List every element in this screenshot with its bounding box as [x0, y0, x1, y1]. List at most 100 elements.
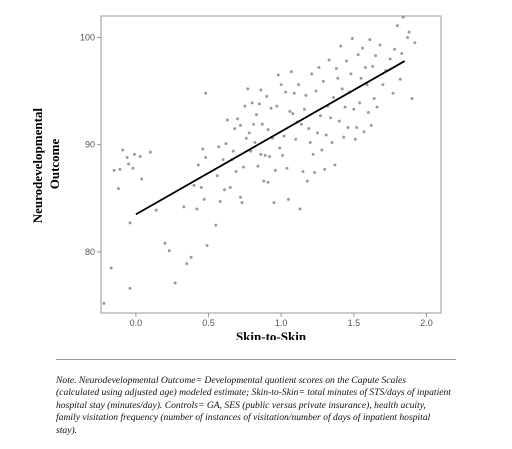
data-point [334, 67, 338, 71]
data-point [346, 126, 350, 130]
y-tick-label: 100 [80, 32, 95, 42]
data-point [276, 73, 280, 77]
data-point [265, 94, 269, 98]
data-point [273, 168, 277, 172]
data-point [343, 105, 347, 109]
data-point [238, 195, 242, 199]
data-point [225, 118, 229, 122]
data-point [311, 152, 315, 156]
data-points [102, 15, 417, 305]
x-tick-label: 0.0 [130, 318, 143, 328]
data-point [337, 119, 341, 123]
data-point [121, 148, 125, 152]
data-point [201, 147, 205, 151]
data-point [333, 163, 337, 167]
regression-line [135, 60, 406, 216]
data-point [300, 122, 304, 126]
data-point [289, 70, 293, 74]
data-point [401, 15, 405, 19]
data-point [297, 83, 301, 87]
data-point [366, 110, 370, 114]
data-point [127, 162, 131, 166]
data-point [140, 177, 144, 181]
data-point [350, 37, 354, 41]
data-point [112, 168, 116, 172]
data-point [315, 131, 319, 135]
data-point [254, 113, 258, 117]
data-point [215, 174, 219, 178]
data-point [148, 150, 152, 154]
data-point [195, 207, 199, 211]
data-point [371, 64, 375, 68]
data-point [327, 58, 331, 62]
y-axis-title: Neurodevelopmental Outcome [30, 105, 62, 224]
data-point [234, 169, 238, 173]
y-axis: 80 90 100 [80, 32, 101, 257]
plot-frame [100, 15, 442, 314]
data-point [393, 47, 397, 51]
data-point [310, 72, 314, 76]
data-point [259, 152, 263, 156]
data-point [279, 83, 283, 87]
data-point [205, 243, 209, 247]
data-point [228, 186, 232, 190]
data-point [352, 107, 356, 111]
x-tick-label: 1.5 [348, 318, 361, 328]
data-point [109, 266, 113, 270]
y-tick-label: 90 [85, 140, 95, 150]
divider [56, 359, 456, 360]
data-point [378, 43, 382, 47]
data-point [329, 116, 333, 120]
data-point [202, 197, 206, 201]
data-point [128, 221, 132, 225]
data-point [342, 135, 346, 139]
data-point [362, 130, 366, 134]
figure-note: Note. Neurodevelopmental Outcome= Develo… [56, 375, 451, 436]
data-point [368, 38, 372, 42]
y-axis-title-line-2: Outcome [47, 139, 62, 190]
data-point [182, 205, 186, 209]
data-point [256, 164, 260, 168]
data-point [249, 149, 253, 153]
data-point [284, 90, 288, 94]
data-point [128, 286, 132, 290]
data-point [163, 241, 167, 245]
data-point [323, 167, 327, 171]
scatter-chart: 0.0 0.5 1.0 1.5 2.0 80 90 100 Skin-to-Skin Neu… [30, 15, 442, 340]
data-point [131, 166, 135, 170]
data-point [331, 95, 335, 99]
data-point [375, 105, 379, 109]
data-point [238, 123, 242, 127]
data-point [282, 134, 286, 138]
data-point [224, 142, 228, 146]
data-point [217, 145, 221, 149]
data-point [355, 126, 359, 130]
data-point [257, 102, 261, 106]
data-point [221, 158, 225, 162]
data-point [395, 24, 399, 28]
data-point [353, 137, 357, 141]
data-point [400, 52, 404, 56]
data-point [250, 101, 254, 105]
data-point [406, 35, 410, 39]
data-point [372, 97, 376, 101]
data-point [204, 156, 208, 160]
data-point [253, 141, 257, 145]
data-point [314, 89, 318, 93]
data-point [304, 93, 308, 97]
data-point [199, 186, 203, 190]
data-point [173, 281, 177, 285]
data-point [286, 197, 290, 201]
data-point [391, 91, 395, 95]
x-tick-label: 2.0 [420, 318, 433, 328]
data-point [345, 59, 349, 63]
data-point [246, 87, 250, 91]
data-point [398, 77, 402, 81]
x-axis: 0.0 0.5 1.0 1.5 2.0 [130, 313, 433, 328]
data-point [302, 107, 306, 111]
data-point [102, 301, 106, 305]
data-point [318, 114, 322, 118]
data-point [268, 154, 272, 158]
data-point [363, 65, 367, 69]
data-point [388, 57, 392, 61]
